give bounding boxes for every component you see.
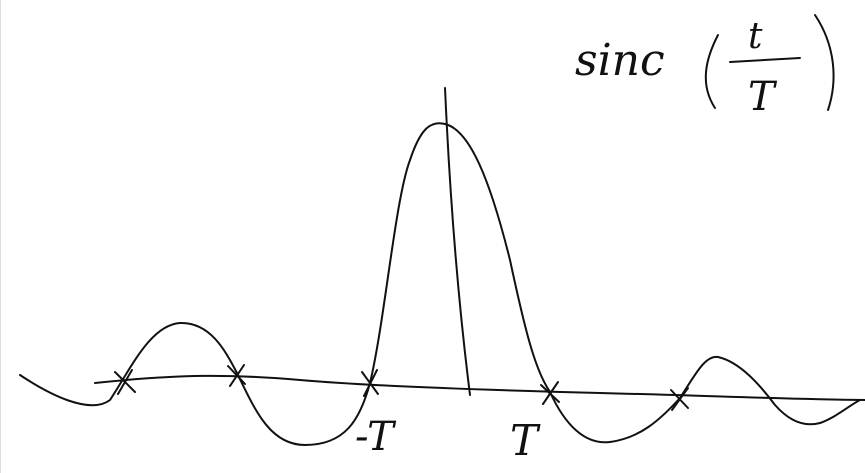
paren-left xyxy=(704,34,719,109)
zero-ticks xyxy=(114,364,689,411)
fraction-bar xyxy=(729,57,801,63)
formula-function: sinc xyxy=(575,35,665,86)
formula-denominator: T xyxy=(748,74,778,120)
sinc-curve xyxy=(19,122,861,446)
axis-label: -T xyxy=(355,414,397,460)
time-axis xyxy=(94,374,865,401)
vertical-axis xyxy=(444,87,471,396)
axis-label: T xyxy=(510,416,541,465)
paren-right xyxy=(814,14,835,111)
formula-numerator: t xyxy=(748,16,763,57)
